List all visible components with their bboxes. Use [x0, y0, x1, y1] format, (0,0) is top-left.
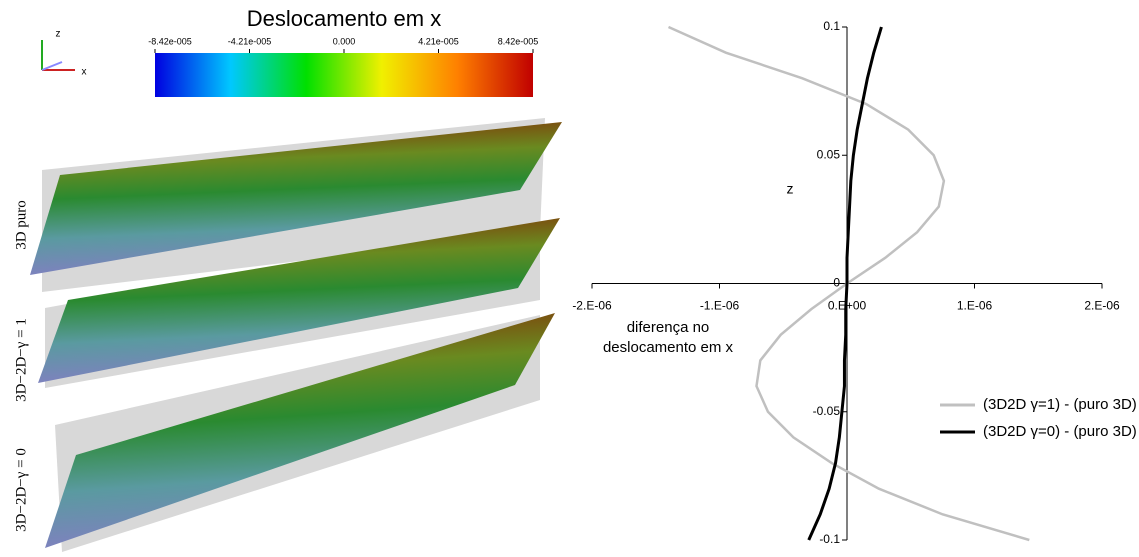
- colorbar-tick-label: -8.42e-005: [148, 36, 192, 46]
- colorbar: [155, 53, 533, 97]
- triad-x-label: x: [82, 67, 87, 78]
- render-slabs: [30, 118, 562, 552]
- figure: z x Deslocamento em x 3D puro 3D−2D−γ = …: [0, 0, 1139, 557]
- x-tick-label: -2.E-06: [572, 299, 612, 313]
- legend-label: (3D2D γ=1) - (puro 3D): [983, 396, 1137, 413]
- triad-z-label: z: [56, 29, 61, 40]
- row-label: 3D−2D−γ = 1: [13, 318, 29, 402]
- row-label: 3D puro: [13, 200, 29, 250]
- x-axis-label: diferença no deslocamento em x: [593, 318, 743, 358]
- y-tick-label: -0.1: [819, 532, 840, 546]
- y-tick-label: 0.05: [817, 147, 841, 161]
- colorbar-tick-label: -4.21e-005: [228, 36, 272, 46]
- colorbar-tick-label: 0.000: [333, 36, 356, 46]
- colorbar-title: Deslocamento em x: [247, 6, 441, 31]
- y-tick-label: -0.05: [813, 404, 841, 418]
- x-tick-label: 1.E-06: [957, 299, 993, 313]
- axis-triad: [42, 40, 75, 70]
- y-axis-label: z: [787, 181, 794, 197]
- x-axis-label-box: diferença no deslocamento em x: [593, 318, 743, 398]
- x-tick-label: -1.E-06: [700, 299, 740, 313]
- legend-label: (3D2D γ=0) - (puro 3D): [983, 423, 1137, 440]
- y-tick-label: 0.1: [823, 19, 840, 33]
- row-label: 3D−2D−γ = 0: [13, 448, 29, 532]
- colorbar-tick-label: 4.21e-005: [418, 36, 459, 46]
- x-tick-label: 2.E-06: [1084, 299, 1120, 313]
- colorbar-tick-label: 8.42e-005: [498, 36, 539, 46]
